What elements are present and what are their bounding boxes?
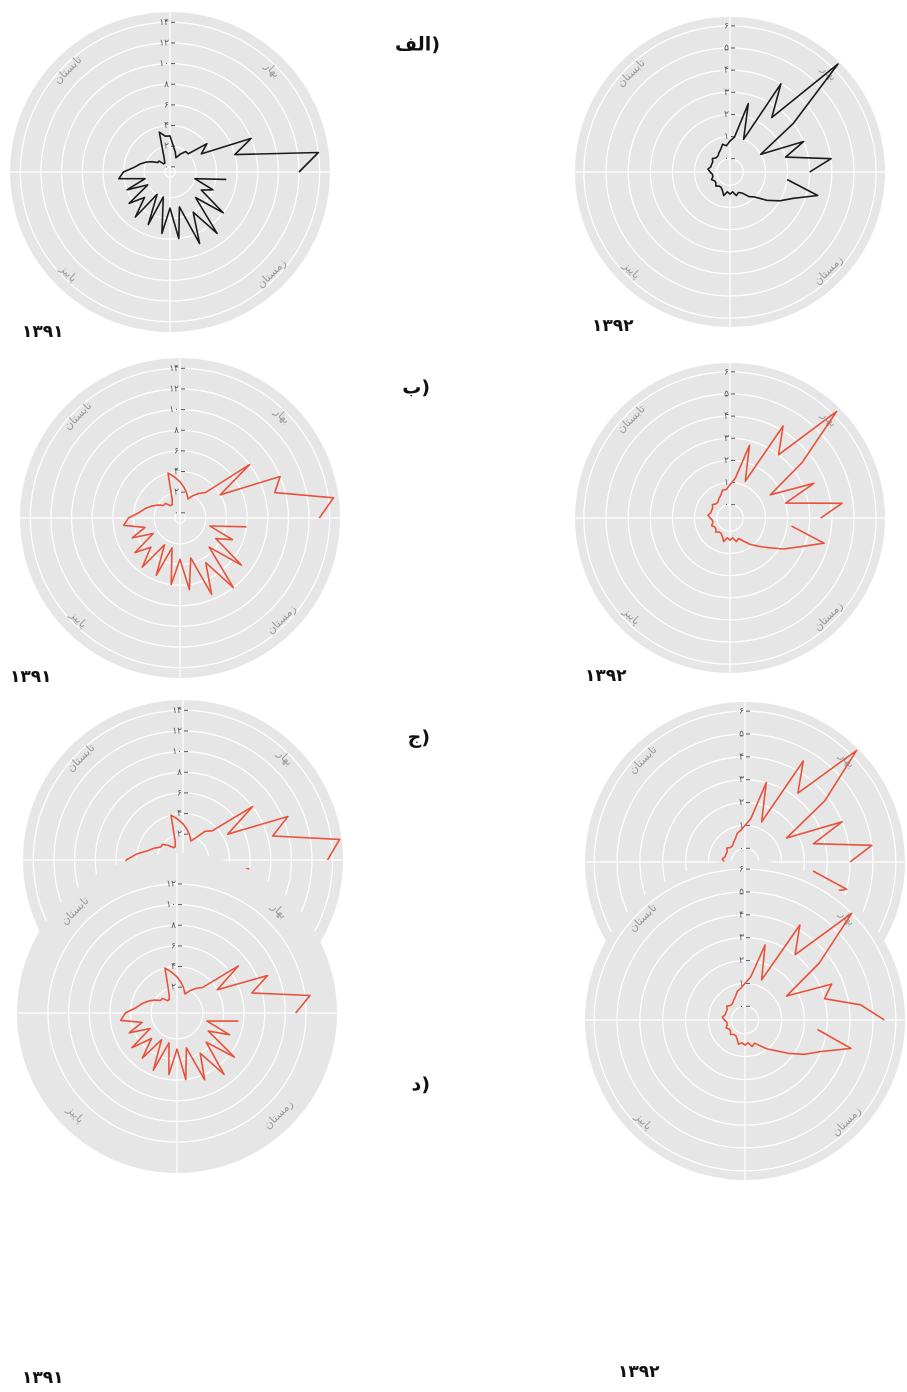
year-label: ۱۳۹۱: [10, 667, 52, 687]
year-label: ۱۳۹۱: [22, 322, 64, 342]
y-tick-label: ۸: [171, 921, 176, 931]
y-tick-label: ۰: [724, 154, 729, 164]
data-line: [119, 965, 311, 1081]
y-tick-label: ۸: [177, 768, 182, 778]
y-tick-label: ۰: [724, 500, 729, 510]
y-tick-label: ۱۲: [166, 879, 176, 889]
y-tick-label: ۰: [174, 508, 179, 518]
y-tick-label: ۱: [724, 478, 729, 488]
panel-label: د): [412, 1074, 430, 1096]
y-tick-label: ۱: [724, 132, 729, 142]
y-tick-label: ۴: [724, 66, 729, 76]
y-tick-label: ۴: [164, 121, 169, 131]
y-tick-label: ۱۰: [172, 747, 182, 757]
y-tick-label: ۰: [739, 844, 744, 854]
y-tick-label: ۴: [739, 910, 744, 920]
y-tick-label: ۲: [174, 488, 179, 498]
y-tick-label: ۳: [724, 88, 729, 98]
panel-label: ب): [402, 377, 430, 399]
y-tick-label: ۶: [724, 367, 729, 377]
y-tick-label: ۶: [177, 788, 182, 798]
y-tick-label: ۴: [171, 962, 176, 972]
y-tick-label: ۱۴: [159, 18, 169, 28]
y-tick-label: ۳: [724, 434, 729, 444]
y-tick-label: ۲: [171, 983, 176, 993]
y-tick-label: ۰: [164, 162, 169, 172]
y-tick-label: ۲: [724, 110, 729, 120]
data-line: [118, 131, 320, 245]
y-tick-label: ۶: [171, 941, 176, 951]
y-tick-label: ۲: [739, 798, 744, 808]
y-tick-label: ۱۲: [172, 726, 182, 736]
y-tick-label: ۴: [724, 412, 729, 422]
year-label: ۱۳۹۲: [585, 666, 627, 686]
y-tick-label: ۲: [164, 142, 169, 152]
y-tick-label: ۵: [739, 888, 744, 898]
y-tick-label: ۲: [724, 456, 729, 466]
year-label: ۱۳۹۲: [592, 316, 634, 336]
panel-label: الف): [395, 34, 440, 56]
y-tick-label: ۱۰: [159, 59, 169, 69]
data-line: [122, 463, 335, 596]
y-tick-label: ۵: [724, 44, 729, 54]
year-label: ۱۳۹۲: [618, 1362, 660, 1382]
y-tick-label: ۱۰: [169, 405, 179, 415]
y-tick-label: ۶: [739, 707, 744, 717]
y-tick-label: ۶: [739, 865, 744, 875]
panel-label: ج): [408, 727, 430, 749]
y-tick-label: ۳: [739, 775, 744, 785]
data-line: [707, 410, 843, 550]
y-tick-label: ۸: [164, 80, 169, 90]
y-tick-label: ۱۴: [172, 706, 182, 716]
y-tick-label: ۱۲: [159, 38, 169, 48]
y-tick-label: ۴: [739, 752, 744, 762]
y-tick-label: ۸: [174, 426, 179, 436]
y-tick-label: ۵: [724, 390, 729, 400]
y-tick-label: ۱۴: [169, 364, 179, 374]
year-label: ۱۳۹۱: [22, 1368, 64, 1388]
data-line: [721, 912, 885, 1056]
y-tick-label: ۶: [164, 100, 169, 110]
y-tick-label: ۵: [739, 730, 744, 740]
y-tick-label: ۶: [724, 21, 729, 31]
y-tick-label: ۴: [174, 467, 179, 477]
y-tick-label: ۱۲: [169, 384, 179, 394]
y-tick-label: ۰: [739, 1002, 744, 1012]
y-tick-label: ۲: [177, 830, 182, 840]
y-tick-label: ۱۰: [166, 900, 176, 910]
y-tick-label: ۱: [739, 821, 744, 831]
y-tick-label: ۳: [739, 933, 744, 943]
y-tick-label: ۲: [739, 956, 744, 966]
data-line: [707, 63, 839, 202]
y-tick-label: ۶: [174, 446, 179, 456]
y-tick-label: ۱: [739, 979, 744, 989]
y-tick-label: ۴: [177, 809, 182, 819]
